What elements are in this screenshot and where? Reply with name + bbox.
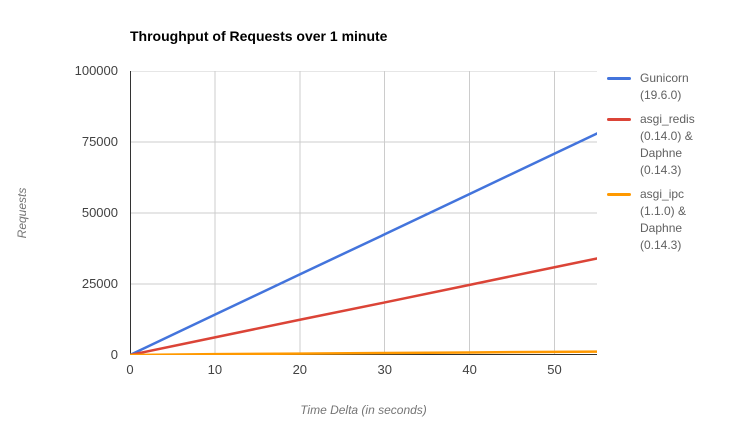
chart-title: Throughput of Requests over 1 minute — [130, 28, 388, 44]
x-tick-label: 40 — [462, 362, 477, 377]
legend-item: asgi_redis (0.14.0) & Daphne (0.14.3) — [607, 111, 723, 179]
series-line — [128, 132, 599, 357]
plot-area — [128, 70, 599, 357]
legend-swatch — [607, 118, 631, 121]
x-tick-label: 20 — [292, 362, 308, 377]
y-tick-label: 0 — [110, 347, 118, 362]
legend: Gunicorn (19.6.0) asgi_redis (0.14.0) & D… — [607, 70, 723, 261]
x-tick-label: 50 — [547, 362, 562, 377]
legend-label: Gunicorn (19.6.0) — [640, 71, 689, 102]
legend-swatch — [607, 193, 631, 196]
series-line — [128, 257, 599, 357]
y-tick-label: 25000 — [81, 276, 118, 291]
legend-swatch — [607, 77, 631, 80]
x-axis-title: Time Delta (in seconds) — [300, 403, 427, 417]
x-tick-label: 10 — [207, 362, 223, 377]
legend-item: Gunicorn (19.6.0) — [607, 70, 723, 104]
legend-item: asgi_ipc (1.1.0) & Daphne (0.14.3) — [607, 186, 723, 254]
y-tick-label: 75000 — [81, 134, 118, 149]
legend-label: asgi_redis (0.14.0) & Daphne (0.14.3) — [640, 112, 695, 177]
series-line — [128, 350, 599, 357]
y-tick-label: 100000 — [74, 63, 118, 78]
x-tick-label: 30 — [377, 362, 392, 377]
x-tick-label: 0 — [126, 362, 134, 377]
plot-svg — [128, 70, 599, 357]
y-tick-label: 50000 — [81, 205, 118, 220]
legend-label: asgi_ipc (1.1.0) & Daphne (0.14.3) — [640, 187, 687, 252]
